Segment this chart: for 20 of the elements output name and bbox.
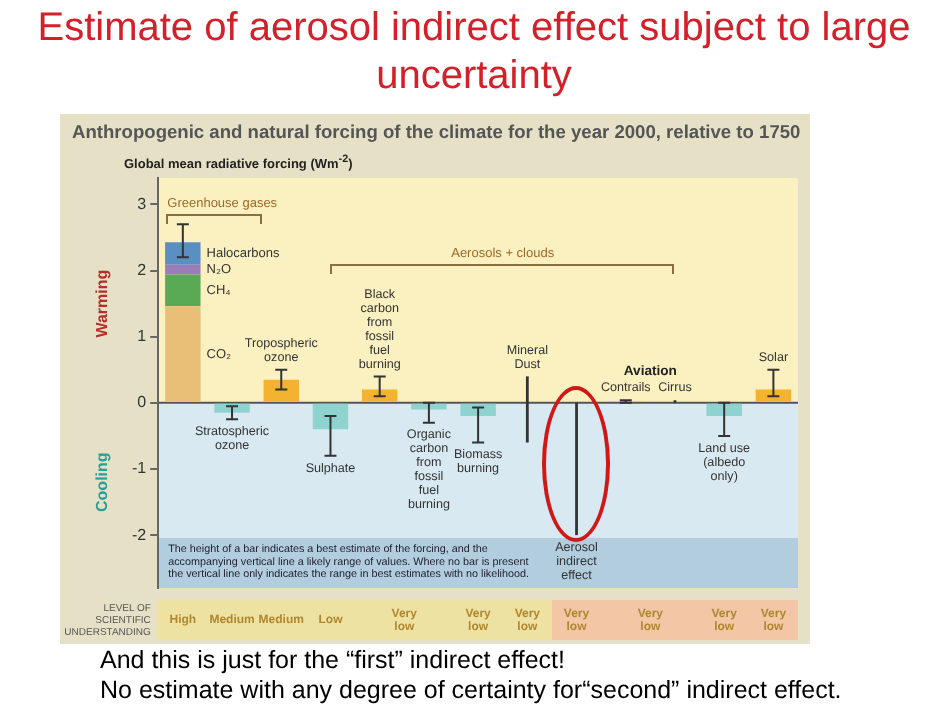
text: Warming bbox=[92, 269, 111, 338]
y-tick-label: 3 bbox=[137, 194, 148, 213]
bar bbox=[312, 403, 349, 430]
bar bbox=[165, 242, 201, 265]
y-tick-label: -1 bbox=[131, 459, 148, 478]
bar bbox=[165, 264, 201, 275]
bar bbox=[706, 403, 742, 417]
bar bbox=[165, 274, 201, 307]
y-tick-label: 2 bbox=[137, 260, 148, 279]
text: No estimate with any degree of certainty for“second” indirect effect. bbox=[100, 676, 842, 704]
bar bbox=[165, 306, 201, 402]
text: And this is just for the “first” indirect effect! bbox=[100, 646, 565, 674]
y-tick-label: 0 bbox=[137, 393, 148, 412]
text: Cooling bbox=[92, 452, 111, 512]
y-tick-label: 1 bbox=[137, 327, 148, 346]
chart-title: Estimate of aerosol indirect effect subject to large uncertainty bbox=[35, 4, 913, 100]
bar bbox=[263, 379, 299, 402]
chart-subtitle: Anthropogenic and natural forcing of the climate for the year 2000, relative to 1750 bbox=[72, 122, 801, 142]
y-tick-label: -2 bbox=[131, 525, 148, 544]
bar bbox=[460, 403, 496, 417]
